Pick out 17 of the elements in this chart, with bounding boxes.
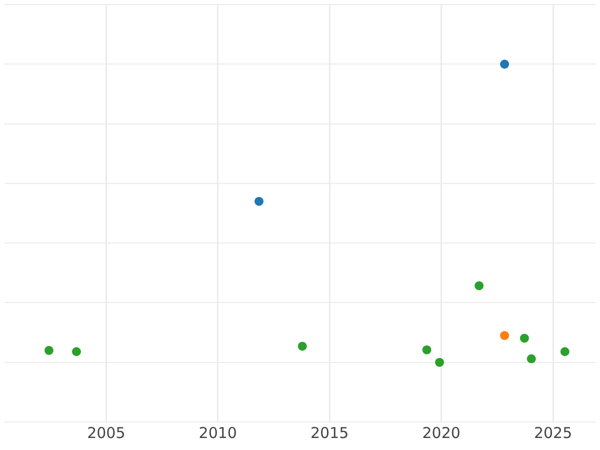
x-tick-label: 2025	[534, 424, 572, 442]
point	[254, 196, 264, 206]
point	[44, 346, 54, 355]
x-tick-label: 2020	[422, 424, 460, 442]
x-tick-label: 2010	[198, 424, 237, 442]
point	[298, 342, 307, 351]
point	[500, 331, 510, 340]
point	[500, 60, 510, 69]
x-tick-label: 2015	[310, 424, 349, 442]
point	[560, 347, 570, 356]
point	[526, 354, 536, 364]
point	[474, 281, 484, 290]
x-tick-label: 2005	[87, 424, 126, 442]
point	[520, 334, 529, 343]
point	[72, 347, 81, 356]
point	[435, 358, 444, 367]
point	[422, 345, 432, 354]
